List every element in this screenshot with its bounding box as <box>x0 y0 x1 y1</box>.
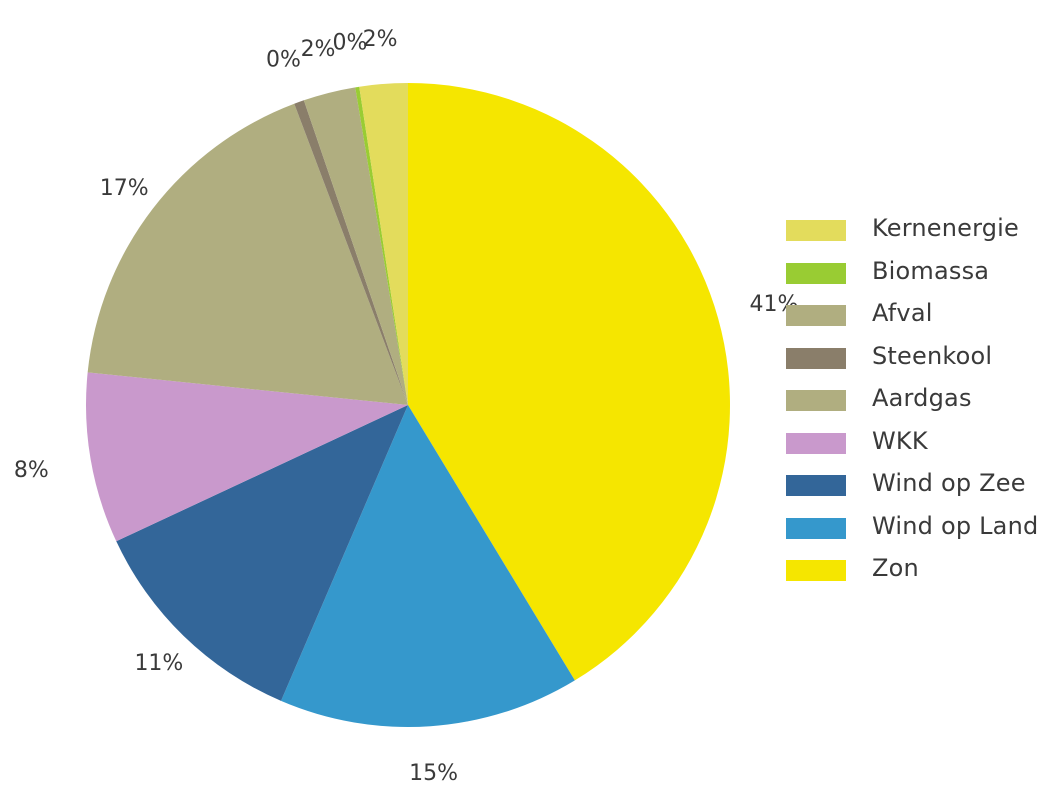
legend-swatch <box>786 347 846 369</box>
pie-slice <box>87 103 409 406</box>
slice-percent-label: 8% <box>14 458 49 483</box>
slice-percent-label: 2% <box>363 27 398 52</box>
pie-slice <box>116 405 408 701</box>
slice-percent-label: 2% <box>301 37 336 62</box>
legend-label: Wind op Zee <box>872 469 1026 497</box>
pie-slice <box>359 83 408 405</box>
legend-swatch <box>786 305 846 326</box>
legend-label: Kernenergie <box>872 214 1020 242</box>
legend-swatch <box>786 517 846 539</box>
pie-slice <box>408 83 730 681</box>
pie-slice <box>281 405 575 727</box>
slice-percent-label: 15% <box>409 761 458 786</box>
pie-labels: 41%15%11%8%17%0% 2%0%2% <box>14 27 799 786</box>
legend-swatch <box>786 262 846 284</box>
pie-slice <box>85 372 408 542</box>
legend-label: Aardgas <box>872 384 972 412</box>
slice-percent-label: 0% <box>333 31 368 56</box>
legend-label: Steenkool <box>872 341 993 370</box>
legend-label: Wind op Land <box>872 511 1039 540</box>
slice-percent-label: 11% <box>134 651 183 676</box>
legend-label: Afval <box>872 299 933 327</box>
legend-label: Biomassa <box>872 256 990 285</box>
legend-label: Zon <box>872 554 919 582</box>
pie-slice <box>303 87 408 406</box>
pie-slice <box>355 86 408 405</box>
legend-swatch <box>786 432 846 454</box>
slice-percent-label: 0% <box>266 48 301 73</box>
pie-slice <box>294 100 408 405</box>
legend-label: WKK <box>872 426 928 455</box>
legend-swatch <box>786 475 846 496</box>
legend-swatch <box>786 560 846 581</box>
pie-slices <box>85 83 730 727</box>
slice-percent-label: 17% <box>100 176 149 201</box>
legend-swatch <box>786 220 846 241</box>
legend-swatch <box>786 390 846 411</box>
